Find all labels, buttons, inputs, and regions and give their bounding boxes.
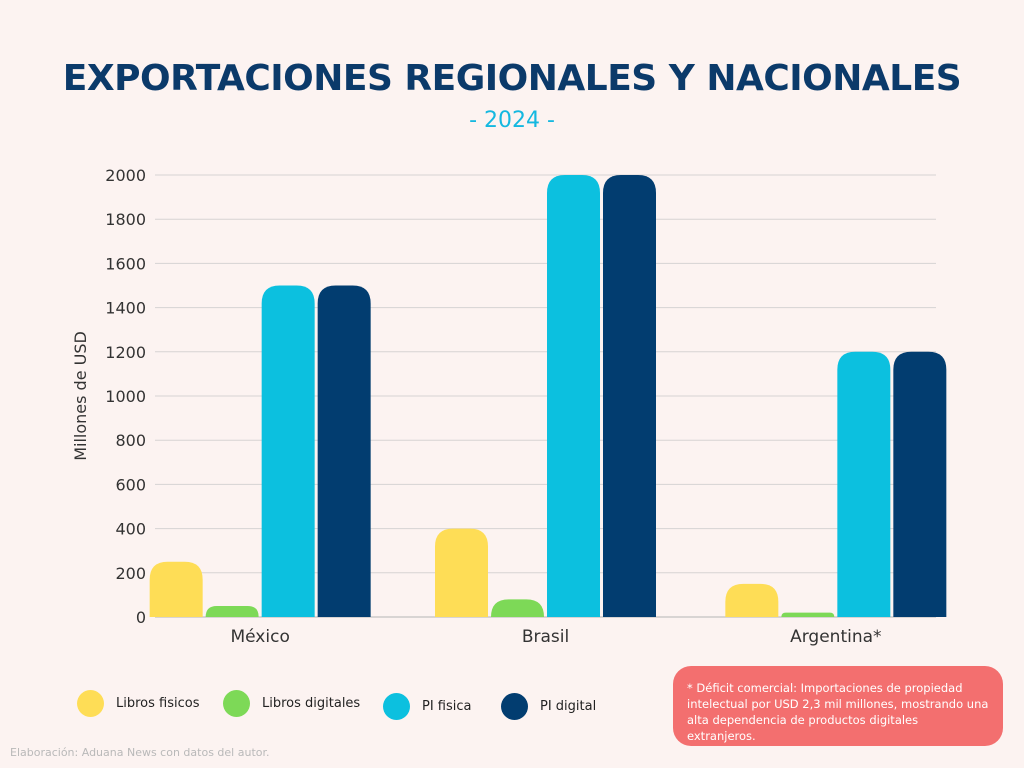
y-tick-label: 1600: [105, 254, 146, 273]
legend-swatch: [501, 693, 528, 720]
bar-libros-fisicos: [725, 583, 779, 617]
bar-libros-digitales: [491, 599, 544, 617]
legend-item: Libros fisicos: [77, 690, 199, 717]
y-tick-label: 200: [115, 564, 146, 583]
legend-swatch: [77, 690, 104, 717]
legend-label: Libros fisicos: [116, 696, 200, 711]
x-category-label: Argentina*: [790, 627, 881, 647]
legend-item: PI fisica: [383, 693, 472, 720]
bar-libros-digitales: [781, 612, 835, 617]
y-tick-label: 0: [136, 608, 146, 627]
y-tick-label: 600: [115, 475, 146, 494]
deficit-note: * Déficit comercial: Importaciones de pr…: [673, 666, 1003, 746]
x-category-label: México: [230, 627, 289, 647]
y-axis-label: Millones de USD: [71, 331, 90, 461]
legend-label: Libros digitales: [262, 696, 361, 711]
y-tick-label: 1800: [105, 210, 146, 229]
bar-pi-digital: [317, 285, 371, 617]
y-tick-label: 400: [115, 520, 146, 539]
deficit-note-text: * Déficit comercial: Importaciones de pr…: [687, 681, 989, 743]
source-credit: Elaboración: Aduana News con datos del a…: [10, 746, 270, 759]
y-tick-label: 1400: [105, 299, 146, 318]
bar-pi-fisica: [261, 285, 315, 617]
legend-label: PI digital: [540, 699, 597, 714]
legend-swatch: [223, 690, 250, 717]
bar-pi-fisica: [837, 351, 891, 617]
y-tick-label: 2000: [105, 166, 146, 185]
bar-pi-digital: [603, 175, 656, 617]
x-category-label: Brasil: [522, 627, 569, 647]
legend-item: PI digital: [501, 693, 596, 720]
bar-pi-digital: [893, 351, 947, 617]
chart-title: EXPORTACIONES REGIONALES Y NACIONALES: [62, 58, 962, 99]
legend-swatch: [383, 693, 410, 720]
legend-label: PI fisica: [422, 699, 472, 714]
bar-libros-fisicos: [149, 561, 203, 617]
bar-libros-digitales: [205, 605, 259, 617]
bar-pi-fisica: [547, 175, 600, 617]
chart-subtitle: - 2024 -: [469, 108, 555, 133]
legend-item: Libros digitales: [223, 690, 360, 717]
y-tick-label: 800: [115, 431, 146, 450]
bar-libros-fisicos: [435, 528, 488, 617]
y-tick-label: 1000: [105, 387, 146, 406]
y-tick-label: 1200: [105, 343, 146, 362]
